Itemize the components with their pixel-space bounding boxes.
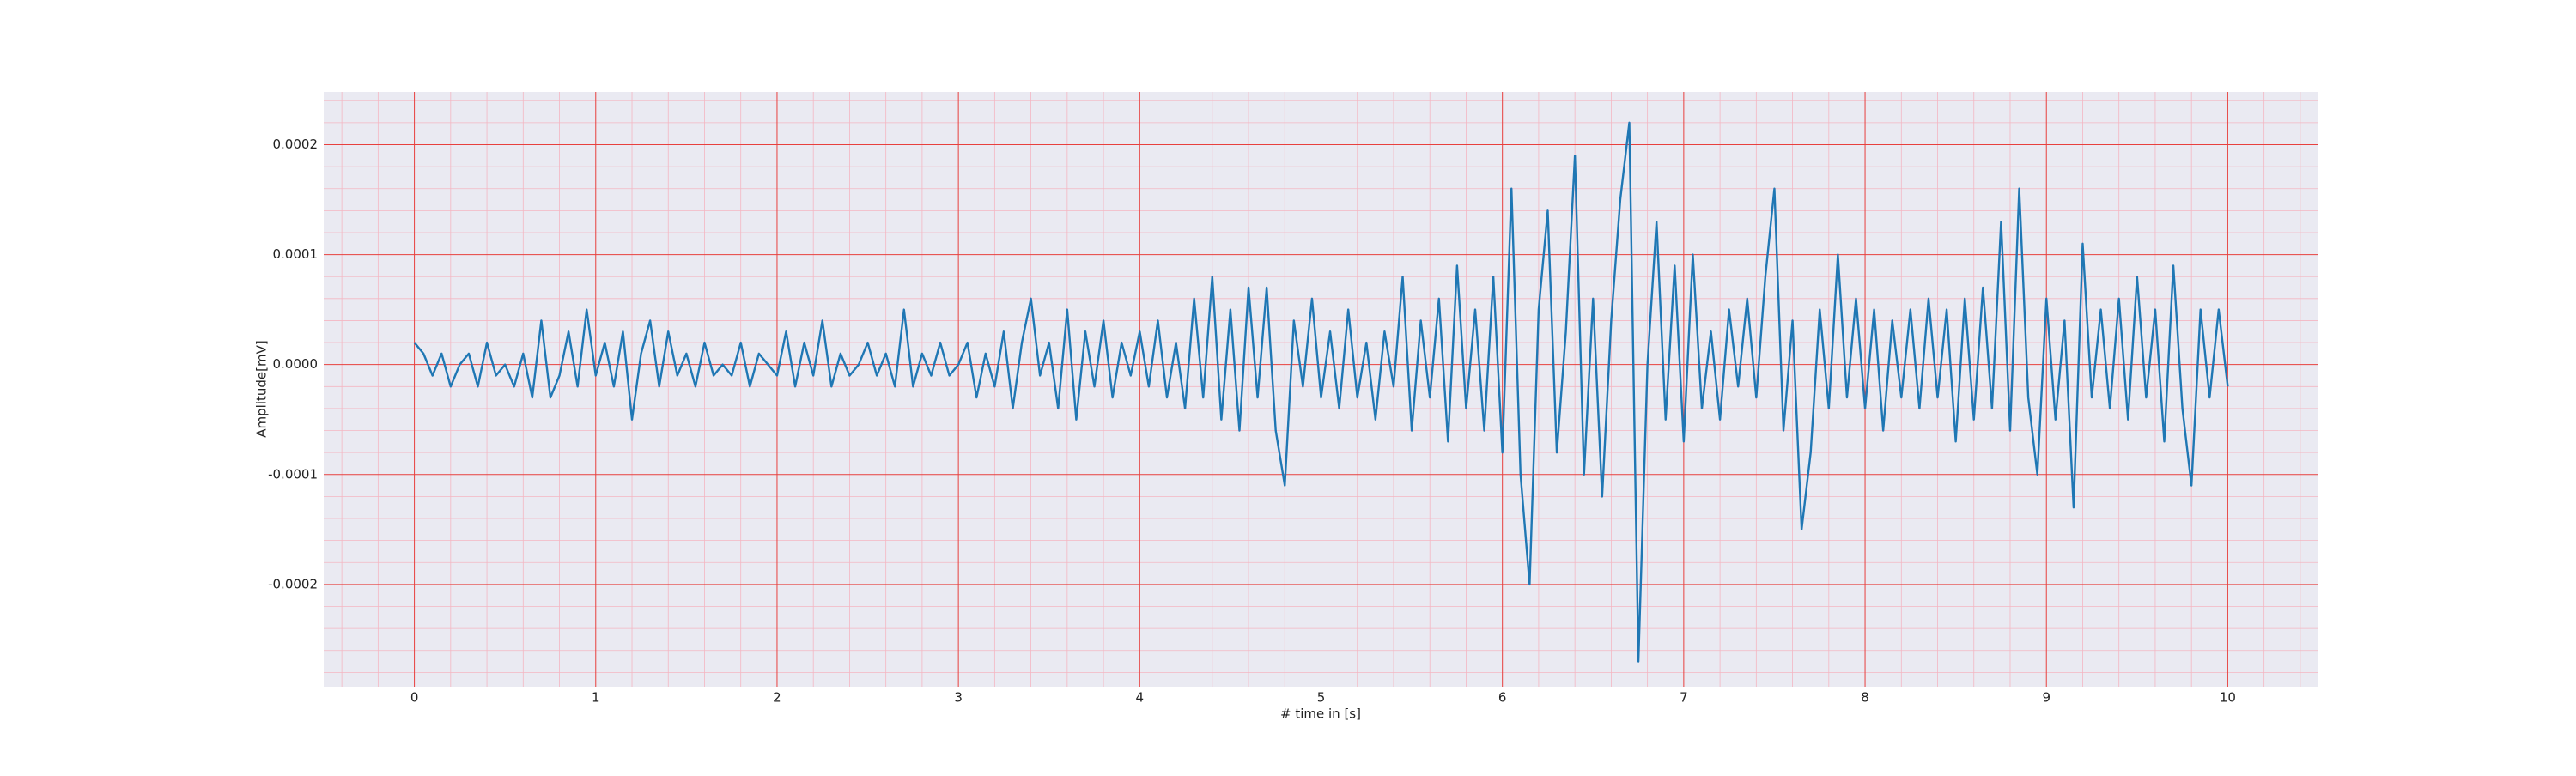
x-tick-label: 10: [2220, 690, 2236, 706]
x-tick-label: 8: [1861, 690, 1869, 706]
x-tick-label: 5: [1317, 690, 1326, 706]
x-tick-label: 9: [2042, 690, 2050, 706]
x-tick-label: 7: [1680, 690, 1688, 706]
x-tick-label: 3: [954, 690, 963, 706]
x-tick-label: 4: [1136, 690, 1145, 706]
y-tick-label: -0.0001: [268, 466, 318, 482]
y-tick-label: 0.0001: [273, 246, 319, 262]
x-tick-label: 6: [1498, 690, 1507, 706]
signal-line: [413, 121, 2229, 663]
y-tick-label: 0.0002: [273, 136, 319, 152]
y-axis-label: Amplitude[mV]: [254, 340, 270, 437]
x-tick-label: 1: [592, 690, 600, 706]
x-tick-label: 0: [410, 690, 419, 706]
y-tick-label: 0.0000: [273, 356, 319, 372]
y-tick-label: -0.0002: [268, 576, 318, 591]
x-axis-label: # time in [s]: [1280, 706, 1361, 722]
x-tick-label: 2: [773, 690, 781, 706]
